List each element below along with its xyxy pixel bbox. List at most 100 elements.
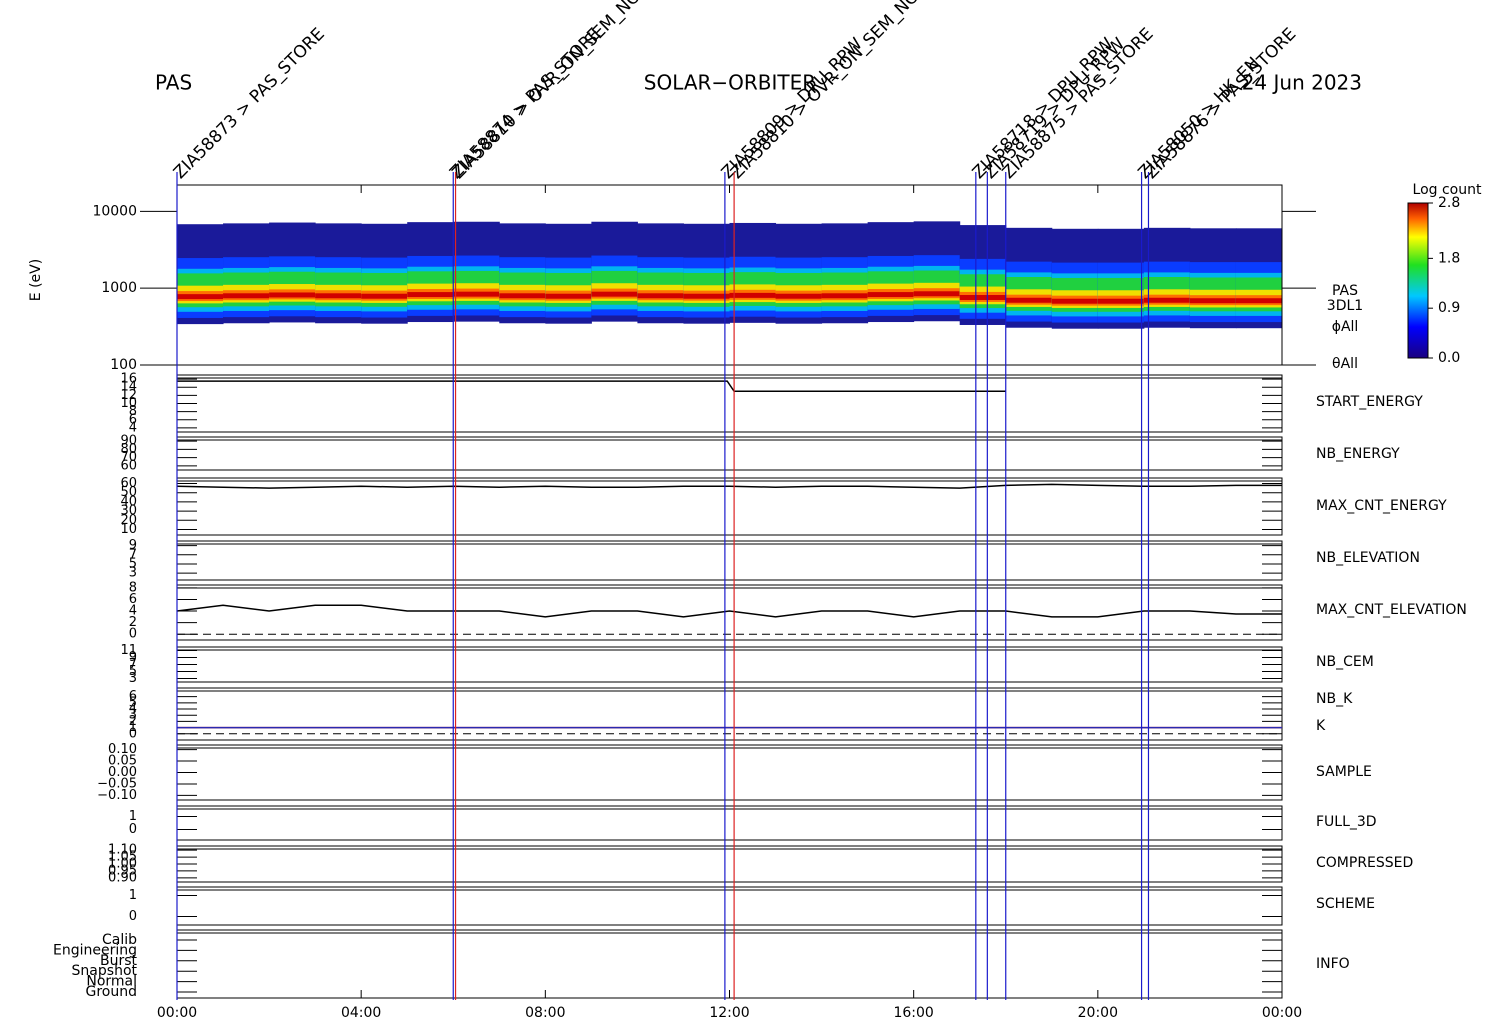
spectrum-bin	[1051, 298, 1099, 304]
y-tick-label: 40	[120, 494, 137, 509]
y-tick-label: Engineering	[53, 942, 137, 958]
y-tick-label: 0	[129, 822, 137, 837]
panel-frame	[176, 687, 1283, 741]
y-tick-label: Snapshot	[72, 963, 138, 979]
x-tick-label: 00:00	[157, 1005, 197, 1020]
y-tick-label: 4	[129, 702, 137, 717]
y-tick-label: 6	[129, 689, 137, 704]
panel-label: SCHEME	[1316, 896, 1375, 912]
spectrum-bin	[361, 293, 408, 299]
panel-label: SAMPLE	[1316, 764, 1372, 780]
spectrum-bin	[913, 291, 961, 297]
spectrum-bin	[453, 291, 500, 297]
y-tick-label: 0.00	[108, 765, 137, 780]
x-tick-label: 08:00	[525, 1005, 565, 1020]
y-tick-label: 4	[129, 604, 137, 619]
y-tick-label: 5	[129, 664, 137, 679]
data-line	[177, 380, 1006, 393]
x-tick-label: 20:00	[1078, 1005, 1118, 1020]
spectrum-bin	[591, 291, 638, 297]
y-tick-label: 0.05	[108, 754, 137, 769]
panel-label: START_ENERGY	[1316, 394, 1423, 410]
panel-frame	[176, 886, 1283, 926]
spectrum-bin	[1097, 298, 1145, 304]
y-tick-label: 5	[129, 695, 137, 710]
y-tick-label: 16	[120, 372, 137, 387]
event-label: ZIA58875 > PAS_STORE	[999, 24, 1158, 183]
panel-label: NB_ELEVATION	[1316, 550, 1420, 566]
colorbar-tick-label: 2.8	[1438, 195, 1460, 211]
y-tick-label: 30	[120, 504, 137, 519]
x-tick-label: 12:00	[709, 1005, 749, 1020]
y-tick-label: 1.00	[108, 857, 137, 872]
y-tick-label: 10	[120, 522, 137, 537]
spectrum-bin	[407, 292, 454, 298]
y-tick-label: 10	[120, 396, 137, 411]
y-tick-label: −0.05	[97, 776, 137, 791]
spectrum-bin	[775, 293, 823, 299]
y-tick-label: 6	[129, 592, 137, 607]
y-tick-label: Calib	[102, 932, 137, 948]
y-tick-label: 4	[129, 420, 137, 435]
y-tick-label: 100	[110, 357, 137, 373]
x-tick-label: 04:00	[341, 1005, 381, 1020]
panel-label: NB_CEM	[1316, 654, 1374, 670]
y-tick-label: 3	[129, 566, 137, 581]
y-tick-label: 7	[129, 657, 137, 672]
y-tick-label: 0.10	[108, 742, 137, 757]
event-label: ZIA58873 > PAS_STORE	[170, 24, 329, 183]
spectrum-bin	[1189, 298, 1237, 304]
mission: SOLAR−ORBITER	[644, 71, 816, 95]
spectrum-bin	[959, 295, 1007, 301]
y-tick-label: 80	[120, 442, 137, 457]
y-tick-label: 60	[120, 476, 137, 491]
x-tick-label: 00:00	[1262, 1005, 1302, 1020]
spectrum-bin	[729, 292, 777, 298]
colorbar	[1407, 202, 1429, 359]
panel-frame	[176, 646, 1283, 683]
y-tick-label: −0.10	[97, 788, 137, 803]
y-tick-label: 60	[120, 458, 137, 473]
colorbar-tick-label: 0.0	[1438, 350, 1460, 366]
spectrum-bin	[821, 293, 869, 299]
y-tick-label: 12	[120, 388, 137, 403]
panel-label: NB_ENERGY	[1316, 446, 1400, 462]
y-tick-label: 20	[120, 513, 137, 528]
event-label: ZIA58810 > OVR_ON_SEM_NOT	[448, 0, 652, 183]
y-tick-label: 9	[129, 650, 137, 665]
y-tick-label: 0.90	[108, 870, 137, 885]
y-tick-label: 50	[120, 485, 137, 500]
y-tick-label: 1000	[101, 280, 137, 296]
spectrum-bin	[269, 292, 316, 298]
panel-frame	[176, 540, 1283, 581]
panel-frame	[176, 805, 1283, 841]
event-label: ZIA58876 > PAS_STORE	[1141, 24, 1300, 183]
panel-label: NB_K	[1316, 691, 1353, 707]
spectrum-bin	[1235, 298, 1283, 304]
panel-frame	[176, 744, 1283, 801]
y-tick-label: 0.95	[108, 863, 137, 878]
date: 24 Jun 2023	[1242, 71, 1362, 95]
y-tick-label: 90	[120, 434, 137, 449]
y-tick-label: 2	[129, 714, 137, 729]
spectrum-bin	[1005, 297, 1053, 303]
y-tick-label: 1.05	[108, 850, 137, 865]
panel-label: PAS	[1332, 283, 1358, 299]
spectrum-bin	[683, 293, 730, 299]
y-tick-label: 1	[129, 888, 137, 903]
spectrum-bin	[1143, 297, 1191, 303]
y-tick-label: 1	[129, 809, 137, 824]
spectrum-bin	[315, 293, 362, 299]
spectrum-bin	[867, 292, 915, 298]
y-tick-label: 1.10	[108, 843, 137, 858]
panel-label: MAX_CNT_ELEVATION	[1316, 602, 1467, 618]
y-tick-label: 3	[129, 671, 137, 686]
y-tick-label: 70	[120, 450, 137, 465]
spectrum-bin	[637, 293, 684, 299]
panel-label: FULL_3D	[1316, 814, 1377, 830]
y-tick-label: 14	[120, 380, 137, 395]
data-line	[176, 483, 1282, 489]
panel-label: MAX_CNT_ENERGY	[1316, 498, 1447, 514]
x-tick-label: 16:00	[893, 1005, 933, 1020]
